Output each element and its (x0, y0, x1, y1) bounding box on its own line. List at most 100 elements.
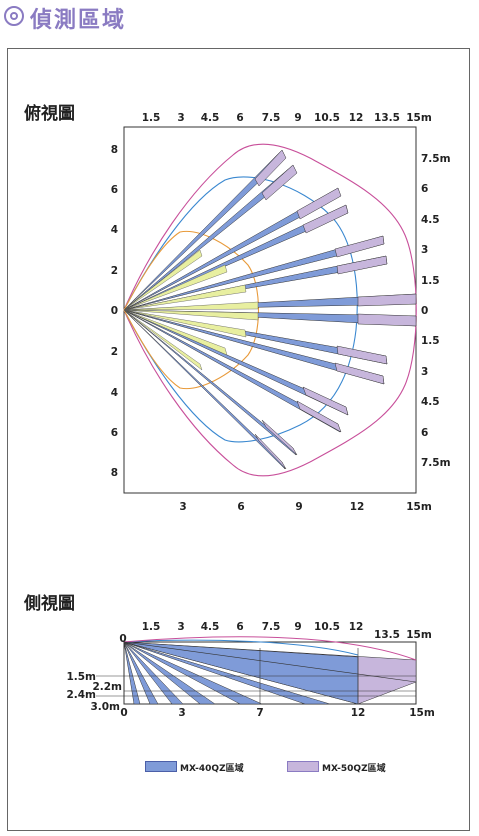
tick-label: 4.5 (201, 621, 220, 633)
beam-yellow (123, 309, 228, 356)
top-view-left-axis: 8 6 4 2 0 2 4 6 8 (111, 144, 118, 479)
beam-yellow (123, 309, 203, 371)
top-view-plot-frame (123, 126, 417, 494)
tick-label: 12 (349, 112, 364, 124)
side-mx40-boundary (123, 639, 359, 656)
tick-label: 6 (421, 427, 428, 439)
tick-label: 3 (421, 244, 428, 256)
legend-label-mx40: MX-40QZ區域 (180, 764, 244, 774)
tick-label: 12 (351, 707, 366, 719)
tick-label: 1.5 (142, 112, 161, 124)
tick-label: 9 (294, 112, 301, 124)
beam-yellow (123, 309, 259, 321)
tick-label: 3 (177, 621, 184, 633)
tick-label: 6 (236, 621, 243, 633)
mx50-boundary (123, 143, 417, 477)
tick-label: 9 (294, 621, 301, 633)
legend-swatch-mx50 (287, 761, 319, 772)
tick-label: 0 (421, 305, 428, 317)
tick-label: 4.5 (421, 214, 440, 226)
tick-label: 4.5 (201, 112, 220, 124)
tick-label: 4 (111, 224, 118, 236)
tick-label: 8 (111, 144, 118, 156)
beam-purple (357, 313, 417, 327)
side-beam-blue (123, 641, 331, 705)
tick-label: 3 (177, 112, 184, 124)
tick-label: 2.2m (92, 681, 122, 693)
legend-label-mx50: MX-50QZ區域 (322, 764, 386, 774)
beam-purple (334, 235, 385, 258)
tick-label: 3.0m (90, 701, 120, 713)
side-beam-blue (123, 641, 159, 705)
tick-label: 1.5m (66, 671, 96, 683)
tick-label: 2 (111, 265, 118, 277)
beam-purple (334, 362, 385, 385)
beam-purple (357, 293, 417, 307)
side-beam-blue (123, 641, 141, 705)
tick-label: 15m (409, 707, 435, 719)
tick-label: 6 (111, 184, 118, 196)
beam-yellow (123, 284, 247, 311)
side-view-top-axis: 0 1.5 3 4.5 6 7.5 9 10.5 12 13.5 15m (119, 621, 431, 645)
tick-label: 12 (349, 621, 364, 633)
tick-label: 6 (237, 501, 244, 513)
near-zone-boundary (123, 230, 260, 390)
side-beam-blue (123, 641, 184, 705)
tick-label: 2.4m (66, 689, 96, 701)
tick-label: 10.5 (314, 621, 340, 633)
page-header: 偵測區域 (0, 0, 479, 34)
tick-label: 15m (406, 112, 432, 124)
tick-label: 8 (111, 467, 118, 479)
tick-label: 12 (350, 501, 365, 513)
tick-label: 6 (236, 112, 243, 124)
tick-label: 4.5 (421, 396, 440, 408)
top-view-bottom-axis: 3 6 9 12 15m (179, 501, 431, 513)
top-view-beams (123, 149, 417, 470)
tick-label: 7.5m (421, 457, 451, 469)
beam-purple (261, 164, 298, 201)
side-beam-blue (123, 641, 263, 705)
tick-label: 13.5 (374, 112, 400, 124)
tick-label: 0 (120, 707, 127, 719)
tick-label: 1.5 (142, 621, 161, 633)
tick-label: 6 (111, 427, 118, 439)
tick-label: 10.5 (314, 112, 340, 124)
beam-purple (254, 149, 287, 187)
content-frame (7, 48, 470, 831)
side-view-title: 側視圖 (24, 594, 75, 614)
tick-label: 1.5 (421, 335, 440, 347)
top-view-right-axis: 7.5m 6 4.5 3 1.5 0 1.5 3 4.5 6 7.5m (421, 153, 451, 469)
legend-swatch-mx40 (145, 761, 177, 772)
tick-label: 4 (111, 387, 118, 399)
tick-label: 3 (421, 366, 428, 378)
bullseye-icon (4, 6, 24, 26)
beam-purple (254, 433, 287, 470)
beam-yellow (123, 249, 203, 311)
page-title: 偵測區域 (30, 8, 127, 33)
side-mx50-boundary (123, 636, 417, 661)
tick-label: 7.5 (262, 112, 281, 124)
side-view-beams (123, 641, 417, 705)
tick-label: 13.5 (374, 629, 400, 641)
beam-purple (302, 204, 349, 234)
tick-label: 7.5 (262, 621, 281, 633)
beam-centerline (123, 641, 417, 683)
beam-yellow (123, 301, 259, 311)
beam-purple (302, 386, 349, 416)
tick-label: 15m (406, 501, 432, 513)
side-beam-blue (123, 641, 216, 705)
beam-yellow (123, 264, 228, 311)
side-view-bottom-axis: 0 3 7 12 15m (120, 707, 434, 719)
tick-label: 15m (406, 629, 432, 641)
tick-label: 7.5m (421, 153, 451, 165)
beam-yellow (123, 309, 247, 338)
tick-label: 6 (421, 183, 428, 195)
beam-purple (336, 255, 388, 275)
tick-label: 0 (111, 305, 118, 317)
beam-purple (296, 400, 342, 433)
beam-purple (296, 187, 342, 220)
tick-label: 1.5 (421, 275, 440, 287)
top-view-top-axis: 1.5 3 4.5 6 7.5 9 10.5 12 13.5 15m (142, 112, 432, 124)
beam-purple (336, 345, 388, 365)
